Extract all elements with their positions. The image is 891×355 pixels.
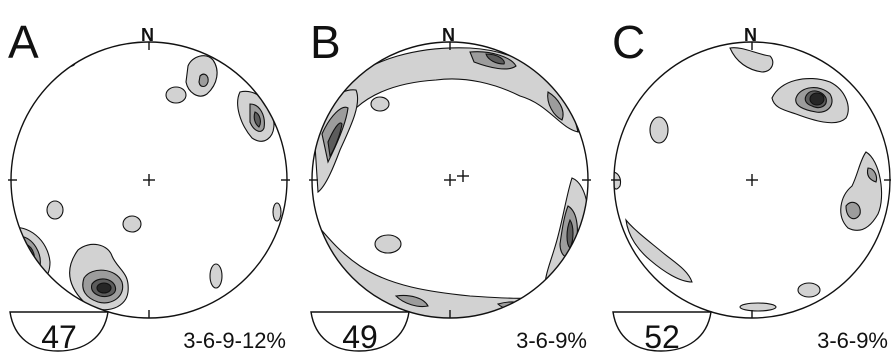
panel-c-contour-levels: 3-6-9% [817,328,888,353]
panel-a-letter: A [8,16,39,68]
panel-a: A N [8,16,290,355]
panel-a-north-label: N [141,25,154,45]
panel-b: B N [309,16,591,355]
panel-a-count: 47 [41,319,77,355]
panel-b-letter: B [310,16,341,68]
panel-c: C N [611,16,891,355]
panel-a-contour-levels: 3-6-9-12% [183,328,286,353]
panel-b-count-badge [310,311,410,352]
panel-b-contours [313,47,588,318]
panel-b-north-label: N [442,25,455,45]
panel-a-contours [11,55,282,311]
panel-b-contour-levels: 3-6-9% [516,328,587,353]
panel-a-count-badge [9,311,109,352]
panel-c-north-label: N [744,25,757,45]
panel-c-letter: C [612,16,645,68]
panel-c-contours [614,47,883,312]
panel-c-count: 52 [644,319,680,355]
panel-c-count-badge [612,311,712,352]
panel-b-count: 49 [342,319,378,355]
